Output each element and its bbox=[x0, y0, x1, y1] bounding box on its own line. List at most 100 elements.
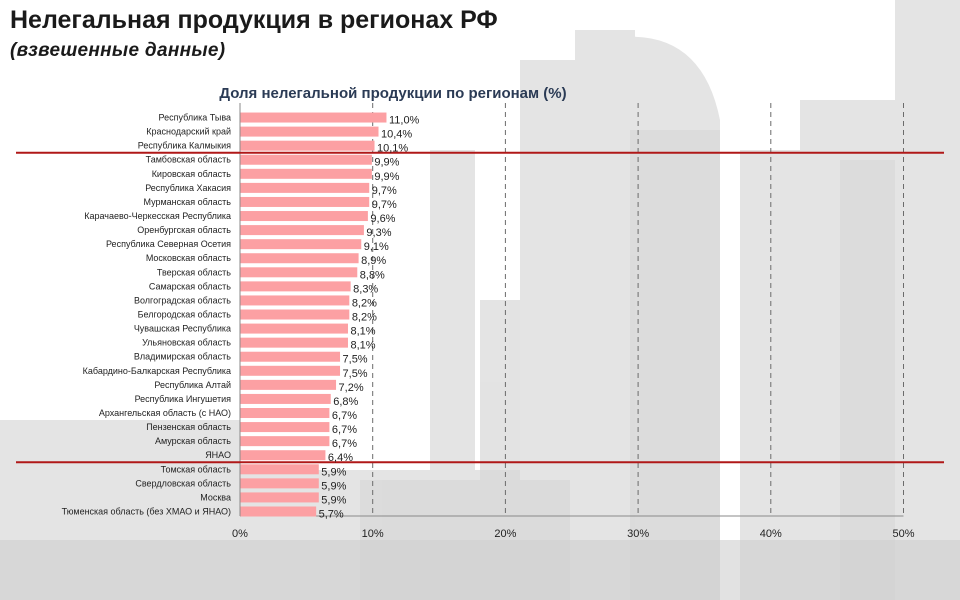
category-label: Республика Калмыкия bbox=[138, 141, 231, 151]
bar bbox=[240, 323, 348, 334]
bar bbox=[240, 182, 370, 193]
x-tick-label: 30% bbox=[627, 528, 649, 540]
bar bbox=[240, 393, 331, 404]
chart-title: Доля нелегальной продукции по регионам (… bbox=[219, 85, 566, 102]
bar bbox=[240, 408, 330, 419]
bar bbox=[240, 225, 364, 236]
category-label: Московская область bbox=[146, 253, 231, 263]
category-label: Кабардино-Балкарская Республика bbox=[83, 366, 231, 376]
category-label: Республика Алтай bbox=[154, 380, 231, 390]
data-label: 9,9% bbox=[374, 171, 399, 183]
x-tick-label: 40% bbox=[760, 528, 782, 540]
data-label: 6,4% bbox=[328, 452, 353, 464]
bar bbox=[240, 365, 341, 376]
category-label: Краснодарский край bbox=[146, 127, 231, 137]
data-label: 10,4% bbox=[381, 129, 412, 141]
bar bbox=[240, 196, 370, 207]
data-label: 5,9% bbox=[321, 466, 346, 478]
bar bbox=[240, 295, 350, 306]
bar bbox=[240, 154, 372, 165]
data-label: 5,9% bbox=[321, 480, 346, 492]
page-subtitle: (взвешенные данные) bbox=[10, 40, 226, 61]
data-label: 9,7% bbox=[372, 185, 397, 197]
category-label: Ульяновская область bbox=[142, 338, 231, 348]
data-label: 7,2% bbox=[339, 382, 364, 394]
bar bbox=[240, 422, 330, 433]
category-label: Оренбургская область bbox=[137, 225, 231, 235]
category-label: Свердловская область bbox=[135, 478, 231, 488]
data-label: 7,5% bbox=[343, 368, 368, 380]
category-label: Томская область bbox=[161, 464, 232, 474]
category-label: Карачаево-Черкесская Республика bbox=[84, 211, 231, 221]
bar bbox=[240, 492, 319, 503]
category-label: Белгородская область bbox=[138, 310, 232, 320]
data-label: 6,7% bbox=[332, 438, 357, 450]
bar bbox=[240, 112, 387, 123]
bar bbox=[240, 464, 319, 475]
category-label: Самарская область bbox=[149, 281, 231, 291]
data-label: 10,1% bbox=[377, 143, 408, 155]
category-label: ЯНАО bbox=[205, 450, 231, 460]
category-label: Москва bbox=[200, 492, 231, 502]
category-label: Республика Северная Осетия bbox=[106, 239, 231, 249]
bar bbox=[240, 281, 351, 292]
data-label: 6,8% bbox=[333, 396, 358, 408]
bar bbox=[240, 168, 372, 179]
data-label: 8,1% bbox=[350, 340, 375, 352]
data-label: 9,1% bbox=[364, 241, 389, 253]
x-tick-label: 10% bbox=[362, 528, 384, 540]
data-label: 8,8% bbox=[360, 269, 385, 281]
chart-bars bbox=[240, 112, 387, 517]
data-label: 6,7% bbox=[332, 424, 357, 436]
chart-labels: 0% 10% 20% 30% 40% 50% Республика Тыва 11,0% Кра… bbox=[62, 113, 915, 540]
data-label: 8,9% bbox=[361, 255, 386, 267]
data-label: 5,9% bbox=[321, 494, 346, 506]
data-label: 8,2% bbox=[352, 297, 377, 309]
bar bbox=[240, 126, 379, 137]
bar bbox=[240, 337, 348, 348]
chart-gridlines bbox=[239, 103, 904, 517]
category-label: Владимирская область bbox=[134, 352, 231, 362]
category-label: Волгоградская область bbox=[134, 295, 231, 305]
data-label: 7,5% bbox=[343, 354, 368, 366]
category-label: Тюменская область (без ХМАО и ЯНАО) bbox=[62, 506, 231, 516]
data-label: 8,1% bbox=[350, 326, 375, 338]
x-tick-label: 50% bbox=[892, 528, 914, 540]
category-label: Кировская область bbox=[152, 169, 232, 179]
category-label: Тамбовская область bbox=[146, 155, 232, 165]
x-tick-label: 0% bbox=[232, 528, 248, 540]
bar bbox=[240, 436, 330, 447]
data-label: 11,0% bbox=[389, 115, 420, 127]
data-label: 5,7% bbox=[319, 508, 344, 520]
chart-separators bbox=[16, 151, 944, 464]
x-tick-label: 20% bbox=[494, 528, 516, 540]
category-label: Чувашская Республика bbox=[134, 324, 231, 334]
category-label: Республика Ингушетия bbox=[135, 394, 232, 404]
category-label: Республика Тыва bbox=[158, 113, 231, 123]
category-label: Республика Хакасия bbox=[145, 183, 231, 193]
data-label: 9,7% bbox=[372, 199, 397, 211]
page-title: Нелегальная продукция в регионах РФ bbox=[10, 6, 498, 34]
bar bbox=[240, 140, 375, 151]
data-label: 9,9% bbox=[374, 157, 399, 169]
data-label: 9,3% bbox=[366, 227, 391, 239]
bar bbox=[240, 379, 337, 390]
bar bbox=[240, 267, 358, 278]
category-label: Пензенская область bbox=[146, 422, 231, 432]
bar bbox=[240, 506, 317, 517]
category-label: Амурская область bbox=[155, 436, 231, 446]
bar bbox=[240, 478, 319, 489]
category-label: Тверская область bbox=[157, 267, 231, 277]
data-label: 6,7% bbox=[332, 410, 357, 422]
data-label: 9,6% bbox=[370, 213, 395, 225]
bar bbox=[240, 309, 350, 320]
bar bbox=[240, 450, 326, 461]
category-label: Мурманская область bbox=[143, 197, 231, 207]
data-label: 8,3% bbox=[353, 283, 378, 295]
bar bbox=[240, 351, 341, 362]
bar bbox=[240, 253, 359, 264]
data-label: 8,2% bbox=[352, 312, 377, 324]
category-label: Архангельская область (с НАО) bbox=[99, 408, 231, 418]
